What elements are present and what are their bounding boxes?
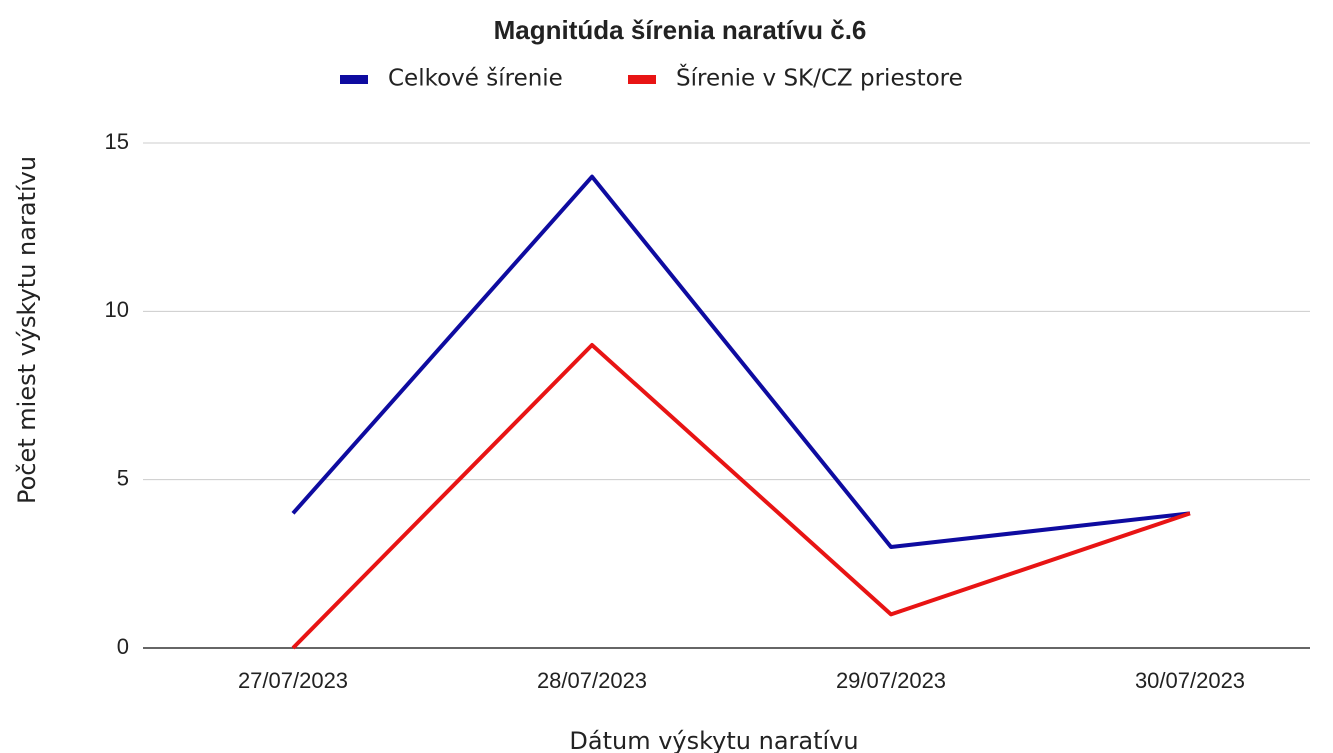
y-tick-label: 0 — [117, 634, 129, 659]
x-tick-label: 29/07/2023 — [836, 668, 946, 693]
x-tick-label: 30/07/2023 — [1135, 668, 1245, 693]
legend-label: Celkové šírenie — [388, 66, 563, 92]
y-axis-label: Počet miest výskytu naratívu — [13, 156, 41, 504]
legend-swatch — [340, 75, 368, 84]
series-line — [291, 174, 1191, 549]
y-tick-label: 5 — [117, 465, 129, 490]
x-axis-label: Dátum výskytu naratívu — [569, 727, 858, 753]
y-tick-label: 10 — [105, 297, 129, 322]
legend-label: Šírenie v SK/CZ priestore — [676, 64, 963, 92]
y-tick-label: 15 — [105, 129, 129, 154]
x-tick-label: 28/07/2023 — [537, 668, 647, 693]
chart-title: Magnitúda šírenia naratívu č.6 — [494, 15, 867, 45]
legend-swatch — [628, 75, 656, 84]
x-tick-label: 27/07/2023 — [238, 668, 348, 693]
series-line — [291, 343, 1191, 650]
